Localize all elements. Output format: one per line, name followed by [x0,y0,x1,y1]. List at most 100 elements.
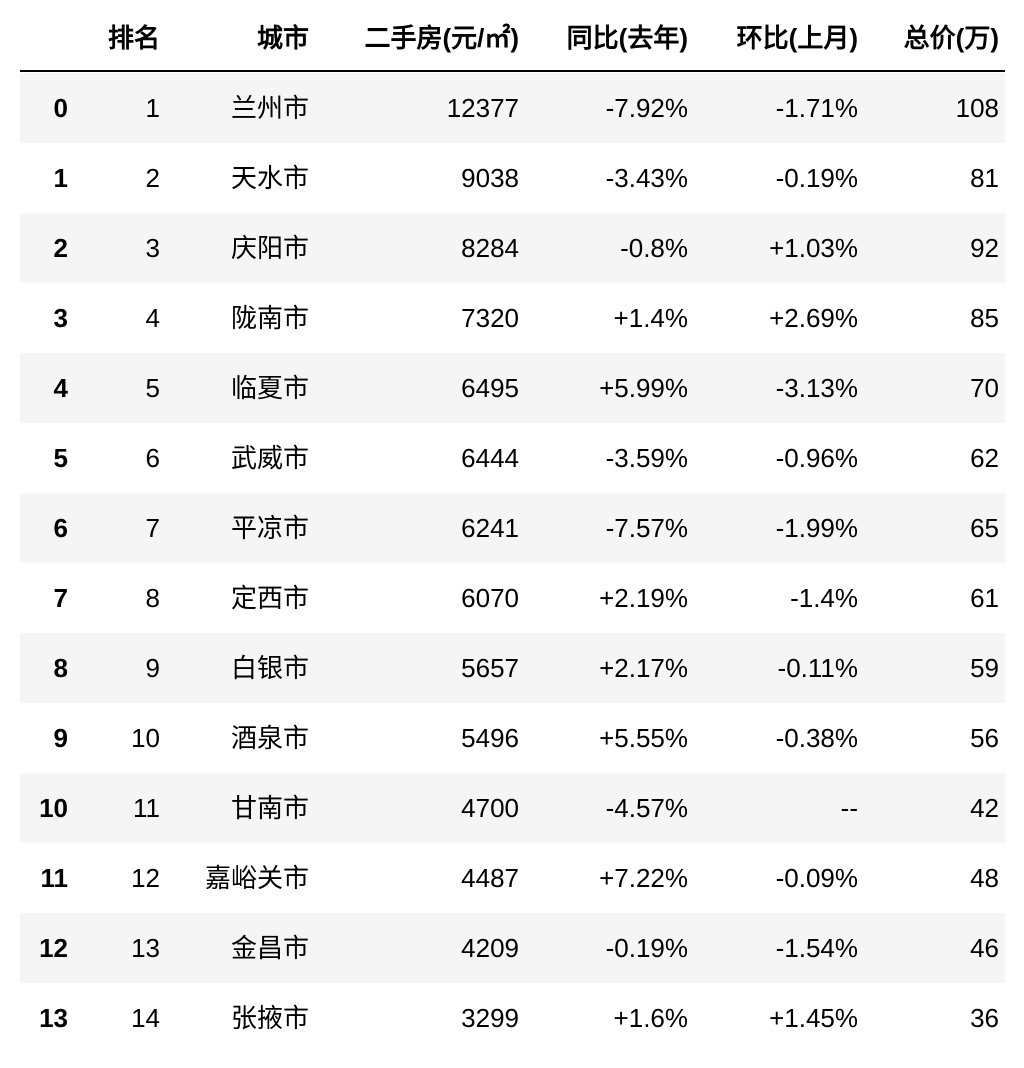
table-cell: 临夏市 [230,373,309,403]
table-cell: -3.43% [605,163,688,193]
table-cell: 4 [145,303,160,333]
table-cell: 6444 [461,443,519,473]
table-cell: 36 [970,1003,999,1033]
row-index: 11 [40,863,69,893]
table-cell: 4487 [461,863,519,893]
table-cell: 张掖市 [230,1003,309,1033]
table-cell: +2.19% [599,583,688,613]
table-cell: -4.57% [605,793,688,823]
table-cell: 12377 [446,93,519,123]
table-cell: +5.99% [599,373,688,403]
table-cell: -0.19% [605,933,688,963]
row-index: 0 [53,93,68,123]
table-cell: 108 [955,93,999,123]
row-stripe [20,353,1005,423]
table-cell: -1.54% [775,933,858,963]
row-stripe [20,773,1005,843]
table-cell: 6 [145,443,160,473]
table-cell: 5657 [461,653,519,683]
table-cell: -0.96% [775,443,858,473]
table-cell: 2 [145,163,160,193]
header-rule [20,70,1005,72]
table-cell: 65 [970,513,999,543]
table-cell: -7.57% [605,513,688,543]
table-cell: 9 [145,653,160,683]
table-cell: 6495 [461,373,519,403]
row-index: 6 [53,513,68,543]
table-cell: 11 [133,793,160,823]
table-cell: +1.45% [769,1003,858,1033]
table-cell: -- [840,793,858,823]
row-stripe [20,913,1005,983]
table-cell: 庆阳市 [230,233,309,263]
row-index: 2 [53,233,68,263]
table-cell: 陇南市 [230,303,309,333]
table-cell: 12 [131,863,160,893]
table-cell: 70 [970,373,999,403]
row-stripe [20,73,1005,143]
table-cell: 平凉市 [230,513,309,543]
table-cell: 48 [970,863,999,893]
table-cell: -0.38% [775,723,858,753]
table-cell: 42 [970,793,999,823]
column-header: 总价(万) [903,23,999,53]
table-cell: 定西市 [230,583,309,613]
table-cell: 14 [131,1003,160,1033]
column-header: 城市 [256,23,309,53]
table-cell: 7 [145,513,160,543]
row-index: 3 [53,303,68,333]
table-cell: 61 [970,583,999,613]
table-cell: 1 [145,93,160,123]
table-cell: +5.55% [599,723,688,753]
table-cell: -1.99% [775,513,858,543]
table-cell: 武威市 [230,443,309,473]
row-index: 5 [53,443,68,473]
table-cell: 4209 [461,933,519,963]
table-cell: 6070 [461,583,519,613]
table-cell: 4700 [461,793,519,823]
row-index: 1 [53,163,68,193]
table-cell: 56 [970,723,999,753]
row-index: 7 [53,583,68,613]
table-cell: -0.8% [620,233,688,263]
table-cell: -7.92% [605,93,688,123]
row-index: 13 [39,1003,68,1033]
table-cell: 13 [131,933,160,963]
table-cell: -0.09% [775,863,858,893]
table-cell: 62 [970,443,999,473]
table-cell: -1.4% [790,583,858,613]
row-index: 10 [39,793,68,823]
table-cell: +7.22% [599,863,688,893]
table-cell: 10 [131,723,160,753]
table-cell: -1.71% [775,93,858,123]
row-index: 9 [53,723,68,753]
table-cell: 6241 [461,513,519,543]
row-index: 4 [53,373,68,403]
table-cell: -0.19% [775,163,858,193]
column-header: 二手房(元/㎡) [364,23,519,53]
row-stripe [20,633,1005,703]
table-cell: 81 [970,163,999,193]
table-cell: 嘉峪关市 [204,863,309,893]
table-cell: +1.4% [613,303,688,333]
row-index: 12 [39,933,68,963]
table-cell: 天水市 [230,163,309,193]
table-cell: 85 [970,303,999,333]
table-cell: -3.59% [605,443,688,473]
row-stripe [20,213,1005,283]
table-cell: 8 [145,583,160,613]
table-cell: 兰州市 [230,93,309,123]
column-header: 同比(去年) [566,23,688,53]
column-header: 环比(上月) [736,23,858,53]
table-cell: -3.13% [775,373,858,403]
table-cell: +2.69% [769,303,858,333]
row-index: 8 [53,653,68,683]
table-cell: 甘南市 [230,793,309,823]
table-cell: +2.17% [599,653,688,683]
table-cell: 59 [970,653,999,683]
table-cell: +1.03% [769,233,858,263]
table-cell: 3299 [461,1003,519,1033]
column-header: 排名 [107,23,160,53]
table-cell: 9038 [461,163,519,193]
